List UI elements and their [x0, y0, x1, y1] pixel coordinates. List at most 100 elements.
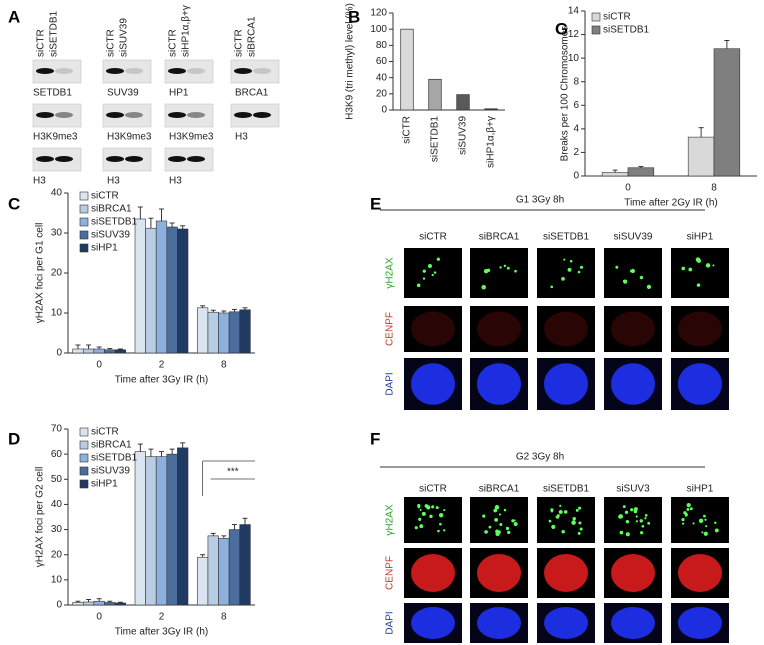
y-tick-label: 30 [51, 524, 63, 535]
error-bar [242, 307, 248, 310]
focus [511, 519, 515, 523]
error-bar [180, 442, 186, 448]
blot-label: H3 [107, 176, 120, 187]
blot-band [253, 112, 271, 118]
y-axis-label: γH2AX foci per G2 cell [35, 467, 46, 568]
cenpf-signal [411, 311, 455, 347]
bar [155, 456, 168, 606]
focus [578, 521, 582, 525]
focus [513, 519, 516, 522]
lane-header: siCTR [106, 29, 117, 57]
legend-label: siSUV39 [91, 466, 130, 477]
bar [93, 348, 105, 354]
focus [623, 279, 628, 284]
focus [624, 510, 629, 514]
blot-label: HP1 [169, 88, 189, 99]
focus [514, 523, 517, 526]
panel-letter: C [8, 194, 20, 213]
focus [556, 514, 560, 518]
error-bar [242, 517, 248, 525]
x-tick-label: siCTR [402, 116, 413, 144]
bar [166, 453, 178, 606]
blot [102, 103, 152, 128]
focus [577, 270, 581, 274]
focus [705, 263, 711, 268]
row-label: DAPI [385, 372, 396, 395]
y-axis-label: γH2AX foci per G1 cell [35, 223, 46, 324]
error-bar [231, 524, 237, 530]
focus [414, 526, 418, 530]
micrograph [470, 248, 528, 298]
focus [619, 530, 624, 535]
lane-header: siCTR [36, 29, 47, 57]
focus [640, 531, 644, 535]
x-tick-label: 8 [221, 360, 227, 371]
legend-swatch [79, 191, 89, 201]
focus [686, 508, 690, 511]
y-tick-label: 20 [51, 268, 63, 279]
legend-label: siCTR [91, 191, 119, 202]
micrograph [537, 497, 595, 543]
error-bar [180, 225, 186, 229]
y-tick-label: 70 [51, 424, 63, 435]
bar [72, 602, 84, 606]
focus [688, 267, 693, 272]
y-tick-label: 10 [51, 308, 63, 319]
focus [696, 283, 701, 287]
focus [486, 268, 491, 273]
focus [575, 508, 579, 512]
panel-letter: D [8, 429, 20, 448]
y-tick-label: 2 [573, 147, 579, 158]
legend-label: siHP1 [91, 479, 118, 490]
bar [197, 556, 209, 606]
focus [484, 530, 488, 534]
focus [503, 264, 507, 268]
legend-swatch [591, 25, 601, 35]
error-bar [117, 601, 123, 603]
legend-label: siCTR [603, 12, 631, 23]
focus [443, 529, 446, 532]
x-axis-label: Time after 2Gy IR (h) [624, 198, 718, 209]
legend-label: siSETDB1 [91, 453, 138, 464]
x-axis-label: Time after 3Gy IR (h) [115, 627, 209, 638]
bar [93, 600, 105, 606]
focus [712, 264, 715, 267]
focus [559, 504, 562, 507]
focus [499, 523, 503, 527]
focus [488, 525, 492, 529]
focus [551, 524, 556, 529]
focus [683, 511, 687, 515]
focus [438, 512, 444, 518]
blot-label: H3 [235, 132, 248, 143]
focus [481, 285, 486, 290]
y-tick-label: 8 [573, 76, 579, 87]
error-bar [210, 309, 216, 313]
error-bar [148, 217, 154, 229]
focus [419, 508, 422, 511]
column-header: siSUV39 [614, 232, 653, 243]
focus [443, 509, 446, 512]
column-header: siCTR [419, 232, 447, 243]
focus [416, 283, 421, 288]
legend-swatch [79, 204, 89, 214]
legend-swatch [591, 12, 601, 22]
micrograph [470, 497, 528, 543]
blot-band [55, 112, 73, 118]
focus [563, 258, 566, 261]
panel-letter: B [348, 7, 360, 26]
lane-header: siSETDB1 [49, 10, 60, 57]
bar [428, 78, 442, 111]
lane-header: siBRCA1 [247, 16, 258, 57]
focus [639, 275, 644, 280]
nucleus [477, 607, 521, 639]
bar [72, 348, 84, 354]
blot-band [253, 68, 271, 74]
focus [493, 508, 498, 513]
focus [505, 526, 510, 531]
focus [615, 265, 619, 269]
legend-label: siBRCA1 [91, 440, 132, 451]
focus [644, 517, 647, 520]
error-bar [169, 222, 175, 227]
focus [558, 510, 563, 514]
focus [579, 265, 584, 269]
